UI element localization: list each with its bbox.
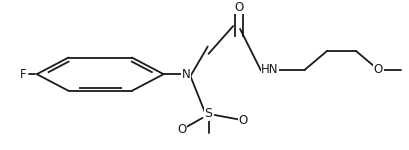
Text: O: O — [374, 63, 383, 76]
Text: S: S — [204, 107, 213, 120]
Text: HN: HN — [261, 63, 279, 76]
Text: O: O — [234, 1, 243, 14]
Text: N: N — [182, 68, 191, 81]
Text: O: O — [178, 123, 187, 136]
Text: F: F — [20, 68, 27, 81]
Text: O: O — [239, 114, 248, 127]
